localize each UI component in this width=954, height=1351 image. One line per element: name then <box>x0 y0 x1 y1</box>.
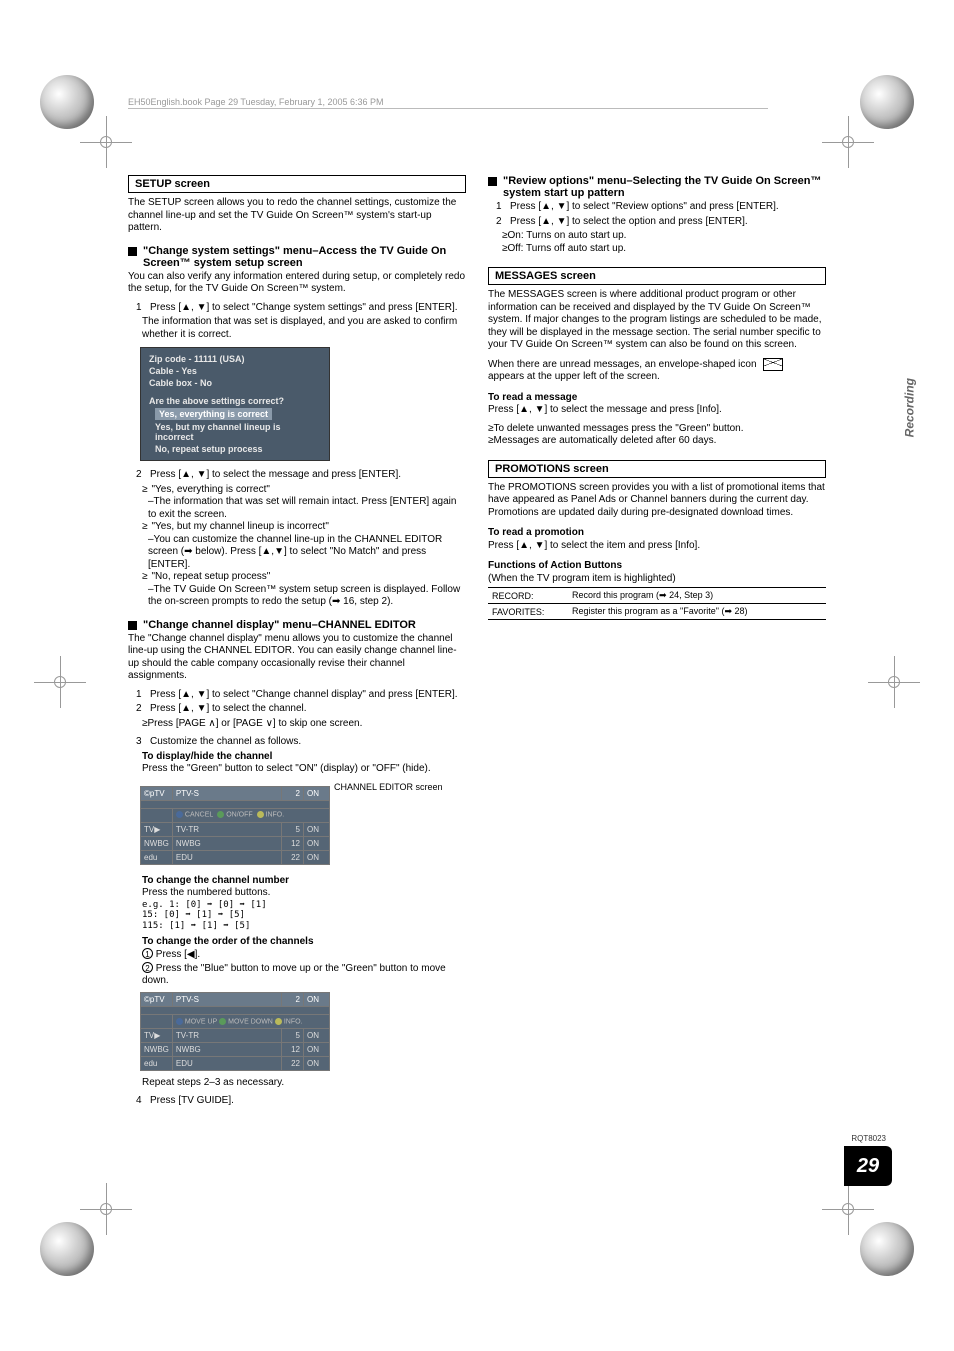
read-msg-head: To read a message <box>488 392 826 405</box>
regmark-ml <box>38 660 82 704</box>
read-promo-txt: Press [▲, ▼] to select the item and pres… <box>488 540 826 553</box>
b-yes-correct-sub: –The information that was set will remai… <box>148 496 466 521</box>
regmark-tr <box>826 120 870 164</box>
b-yes-correct: ≥"Yes, everything is correct" <box>142 484 466 497</box>
fab-sub: (When the TV program item is highlighted… <box>488 573 826 586</box>
b-yes-lineup-sub: –You can customize the channel line-up i… <box>148 534 466 572</box>
doc-code: RQT8023 <box>851 1134 886 1143</box>
action-buttons-table: RECORD:Record this program (➡ 24, Step 3… <box>488 587 826 620</box>
promo-p1: The PROMOTIONS screen provides you with … <box>488 482 826 520</box>
table-1-caption: CHANNEL EDITOR screen <box>334 782 443 792</box>
channel-editor-table-2: ©pTVPTV-S2ON MOVE UP MOVE DOWN INFO. TV▶… <box>140 992 330 1071</box>
ce-step-3: 3Customize the channel as follows. <box>136 736 466 749</box>
regmark-br <box>826 1187 870 1231</box>
side-tab-label: Recording <box>902 378 916 437</box>
repeat-note: Repeat steps 2–3 as necessary. <box>142 1077 466 1090</box>
read-msg-txt: Press [▲, ▼] to select the message and p… <box>488 404 826 417</box>
review-head: "Review options" menu–Selecting the TV G… <box>488 175 826 199</box>
rv-step-1: 1Press [▲, ▼] to select "Review options"… <box>496 201 826 214</box>
messages-p1: The MESSAGES screen is where additional … <box>488 289 826 352</box>
ce-step-2-note: ≥Press [PAGE ∧] or [PAGE ∨] to skip one … <box>142 718 466 731</box>
disp-hide-txt: Press the "Green" button to select "ON" … <box>142 763 466 776</box>
page-number-badge: 29 <box>844 1146 892 1186</box>
channel-editor-table-1: ©pTVPTV-S2ON CANCEL ON/OFF INFO. TV▶TV-T… <box>140 786 330 865</box>
order-step-2: 2 Press the "Blue" button to move up or … <box>142 962 466 988</box>
msg-b2: ≥Messages are automatically deleted afte… <box>488 435 826 448</box>
setup-intro: The SETUP screen allows you to redo the … <box>128 197 466 235</box>
fab-head: Functions of Action Buttons <box>488 560 826 573</box>
change-sys-intro: You can also verify any information ente… <box>128 271 466 296</box>
envelope-icon <box>763 358 783 371</box>
read-promo-head: To read a promotion <box>488 527 826 540</box>
regmark-bl <box>84 1187 128 1231</box>
msg-b1: ≥To delete unwanted messages press the "… <box>488 423 826 436</box>
left-column: SETUP screen The SETUP screen allows you… <box>128 175 466 1110</box>
ce-step-1: 1Press [▲, ▼] to select "Change channel … <box>136 689 466 702</box>
messages-p2: When there are unread messages, an envel… <box>488 358 826 384</box>
step-1: 1Press [▲, ▼] to select "Change system s… <box>136 302 466 315</box>
b-no-repeat-sub: –The TV Guide On Screen™ system setup sc… <box>148 584 466 609</box>
ce-step-2: 2Press [▲, ▼] to select the channel. <box>136 703 466 716</box>
order-step-1: 1 Press [◀]. <box>142 948 466 962</box>
chg-num-txt: Press the numbered buttons. <box>142 887 466 900</box>
rv-on: ≥On: Turns on auto start up. <box>502 230 826 243</box>
messages-head: MESSAGES screen <box>488 267 826 285</box>
b-yes-lineup: ≥"Yes, but my channel lineup is incorrec… <box>142 521 466 534</box>
page-body: SETUP screen The SETUP screen allows you… <box>128 175 826 1110</box>
regmark-mr <box>872 660 916 704</box>
rv-off: ≥Off: Turns off auto start up. <box>502 243 826 256</box>
disp-hide-head: To display/hide the channel <box>142 751 466 764</box>
step-2: 2Press [▲, ▼] to select the message and … <box>136 469 466 482</box>
b-no-repeat: ≥"No, repeat setup process" <box>142 571 466 584</box>
setup-head: SETUP screen <box>128 175 466 193</box>
channel-editor-intro: The "Change channel display" menu allows… <box>128 633 466 683</box>
rv-step-2: 2Press [▲, ▼] to select the option and p… <box>496 216 826 229</box>
channel-editor-head: "Change channel display" menu–CHANNEL ED… <box>128 619 466 631</box>
regmark-tl <box>84 120 128 164</box>
ce-step-4: 4Press [TV GUIDE]. <box>136 1095 466 1108</box>
promo-head: PROMOTIONS screen <box>488 460 826 478</box>
chg-num-head: To change the channel number <box>142 875 466 888</box>
change-sys-head: "Change system settings" menu–Access the… <box>128 245 466 269</box>
order-head: To change the order of the channels <box>142 936 466 949</box>
right-column: "Review options" menu–Selecting the TV G… <box>488 175 826 1110</box>
document-slug: EH50English.book Page 29 Tuesday, Februa… <box>128 97 768 109</box>
chg-num-examples: e.g. 1: [0] ➡ [0] ➡ [1] 15: [0] ➡ [1] ➡ … <box>142 900 466 932</box>
step-1-note: The information that was set is displaye… <box>142 316 466 341</box>
settings-confirm-box: Zip code - 11111 (USA) Cable - Yes Cable… <box>140 347 330 461</box>
